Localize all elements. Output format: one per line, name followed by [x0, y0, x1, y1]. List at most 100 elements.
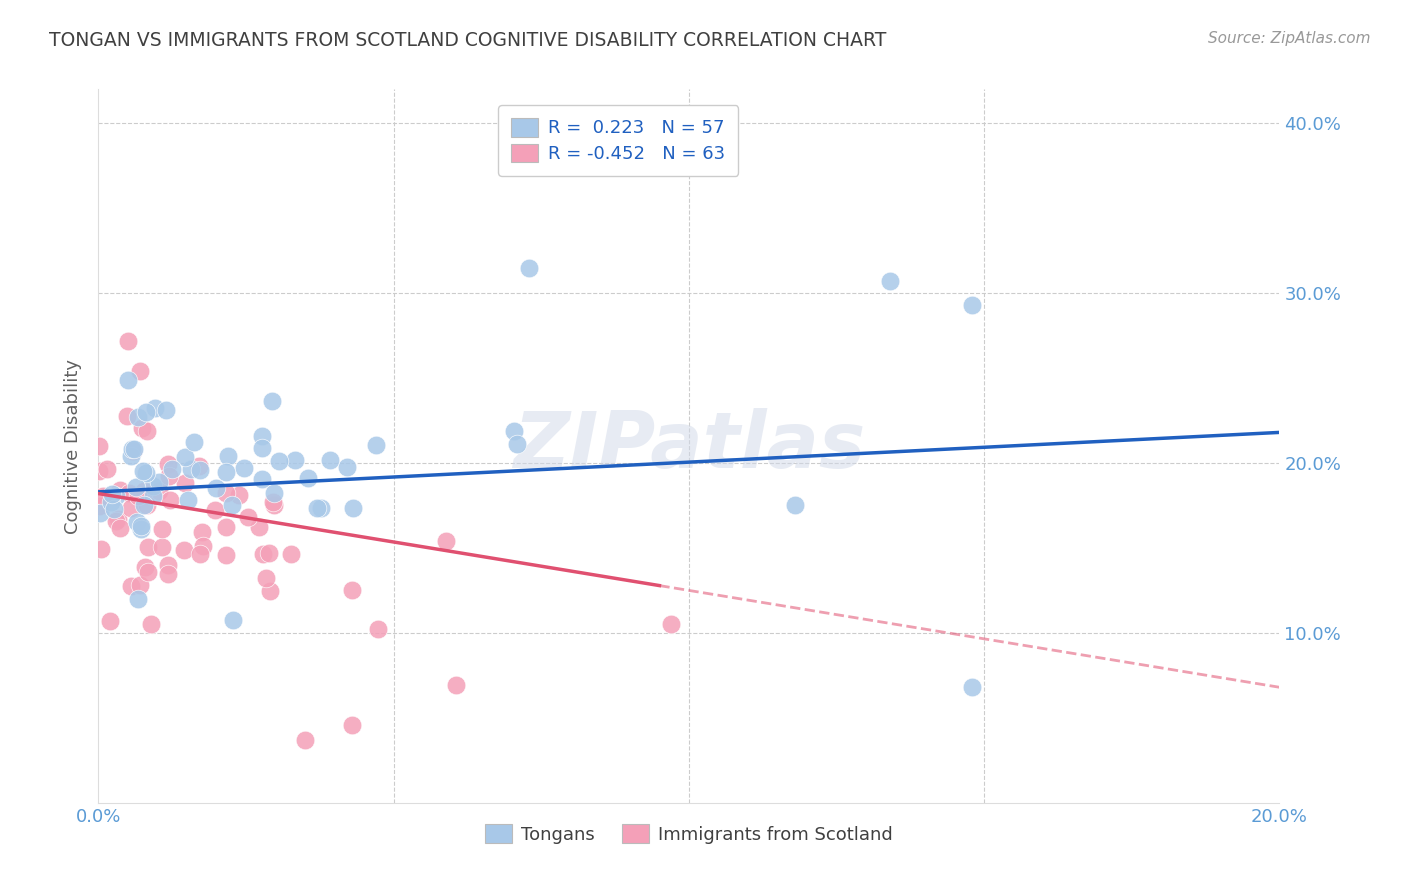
- Point: [503, 425, 526, 439]
- Point: [89, 500, 111, 514]
- Point: [659, 617, 682, 632]
- Point: [141, 478, 163, 492]
- Point: [259, 584, 281, 599]
- Point: [188, 463, 211, 477]
- Legend: Tongans, Immigrants from Scotland: Tongans, Immigrants from Scotland: [474, 814, 904, 855]
- Point: [162, 461, 184, 475]
- Point: [148, 475, 170, 489]
- Point: [129, 522, 152, 536]
- Point: [103, 501, 125, 516]
- Point: [247, 520, 270, 534]
- Point: [180, 461, 202, 475]
- Point: [105, 514, 128, 528]
- Point: [115, 409, 138, 423]
- Point: [228, 488, 250, 502]
- Point: [90, 541, 112, 556]
- Point: [294, 733, 316, 747]
- Point: [100, 486, 122, 500]
- Point: [217, 450, 239, 464]
- Text: ZIPatlas: ZIPatlas: [513, 408, 865, 484]
- Point: [142, 489, 165, 503]
- Point: [100, 494, 122, 508]
- Point: [87, 439, 110, 453]
- Point: [260, 394, 283, 409]
- Point: [263, 498, 285, 512]
- Point: [132, 484, 155, 499]
- Point: [173, 542, 195, 557]
- Point: [222, 613, 245, 627]
- Point: [962, 680, 984, 694]
- Point: [143, 401, 166, 415]
- Point: [263, 486, 285, 500]
- Point: [305, 501, 328, 516]
- Point: [110, 483, 132, 497]
- Point: [173, 475, 195, 490]
- Point: [342, 717, 364, 731]
- Point: [367, 622, 389, 636]
- Point: [204, 481, 226, 495]
- Point: [150, 540, 173, 554]
- Point: [117, 373, 139, 387]
- Point: [191, 539, 214, 553]
- Point: [156, 558, 179, 572]
- Point: [134, 560, 156, 574]
- Point: [135, 424, 157, 438]
- Point: [215, 486, 238, 500]
- Point: [127, 489, 149, 503]
- Point: [107, 511, 129, 525]
- Point: [131, 421, 153, 435]
- Point: [309, 501, 332, 516]
- Point: [318, 452, 340, 467]
- Point: [238, 510, 260, 524]
- Point: [176, 492, 198, 507]
- Point: [135, 404, 157, 418]
- Text: Source: ZipAtlas.com: Source: ZipAtlas.com: [1208, 31, 1371, 46]
- Point: [233, 461, 256, 475]
- Point: [188, 547, 211, 561]
- Text: TONGAN VS IMMIGRANTS FROM SCOTLAND COGNITIVE DISABILITY CORRELATION CHART: TONGAN VS IMMIGRANTS FROM SCOTLAND COGNI…: [49, 31, 887, 50]
- Point: [259, 546, 281, 560]
- Point: [121, 500, 143, 515]
- Point: [342, 500, 364, 515]
- Point: [269, 454, 291, 468]
- Point: [156, 567, 179, 582]
- Point: [136, 541, 159, 555]
- Point: [120, 449, 142, 463]
- Point: [506, 437, 529, 451]
- Point: [127, 592, 149, 607]
- Point: [519, 260, 541, 275]
- Point: [962, 298, 984, 312]
- Point: [148, 483, 170, 498]
- Point: [335, 459, 357, 474]
- Point: [135, 466, 157, 480]
- Point: [129, 518, 152, 533]
- Point: [127, 409, 149, 424]
- Point: [108, 521, 131, 535]
- Point: [122, 444, 145, 458]
- Point: [128, 364, 150, 378]
- Point: [141, 617, 163, 632]
- Point: [262, 495, 284, 509]
- Point: [187, 458, 209, 473]
- Point: [120, 579, 142, 593]
- Point: [254, 570, 277, 584]
- Point: [98, 614, 121, 628]
- Point: [159, 492, 181, 507]
- Point: [132, 499, 155, 513]
- Y-axis label: Cognitive Disability: Cognitive Disability: [65, 359, 83, 533]
- Point: [190, 524, 212, 539]
- Point: [125, 480, 148, 494]
- Point: [214, 548, 236, 562]
- Point: [284, 452, 307, 467]
- Point: [104, 489, 127, 503]
- Point: [250, 473, 273, 487]
- Point: [122, 442, 145, 457]
- Point: [136, 498, 159, 512]
- Point: [157, 457, 180, 471]
- Point: [250, 429, 273, 443]
- Point: [215, 465, 238, 479]
- Point: [91, 489, 114, 503]
- Point: [89, 506, 111, 520]
- Point: [96, 461, 118, 475]
- Point: [117, 486, 139, 500]
